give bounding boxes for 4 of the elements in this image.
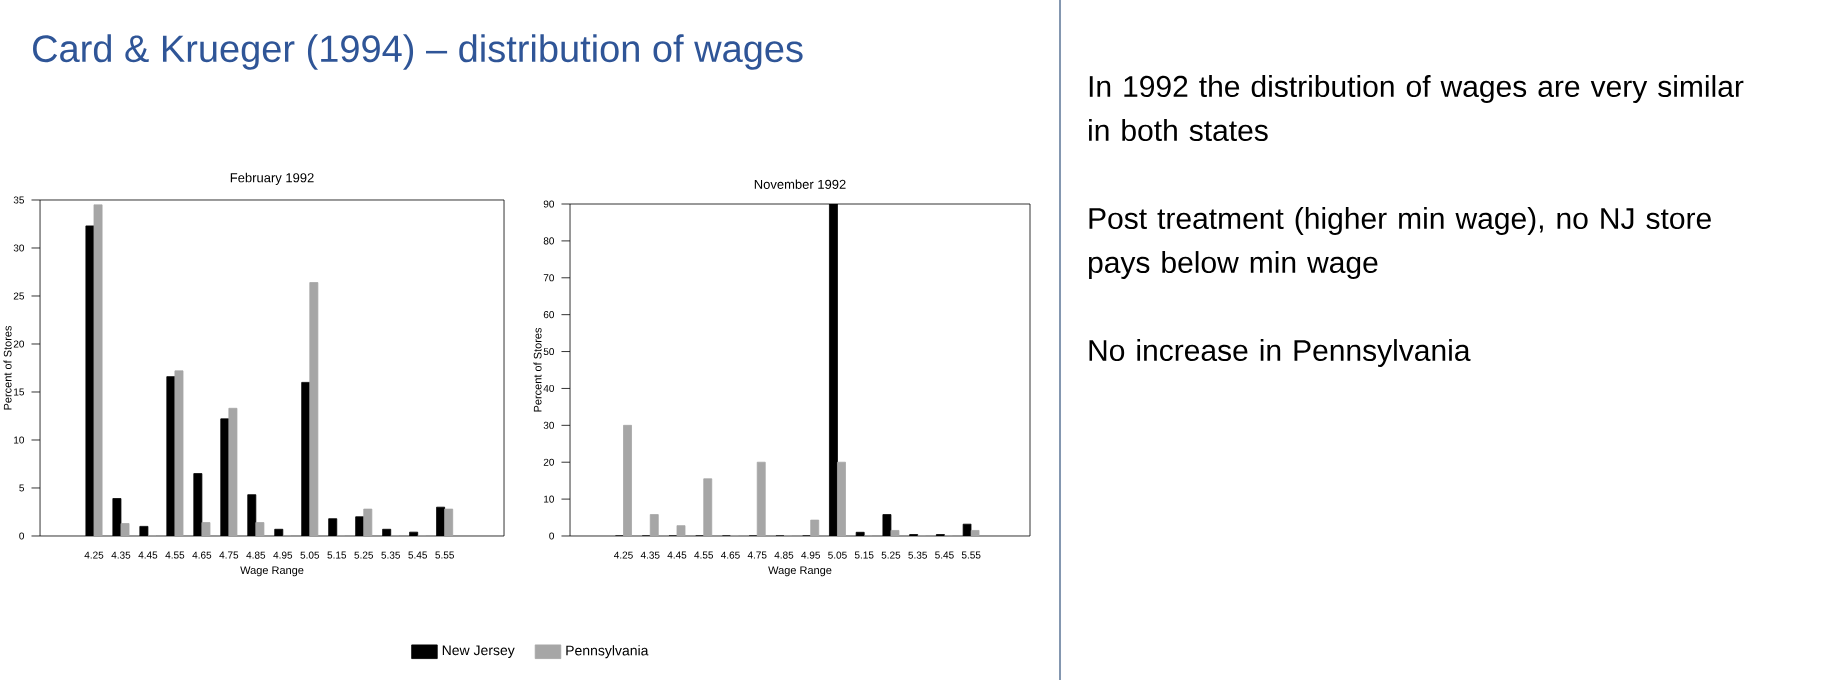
- text: Card & Krueger (1994) – distribution of wages: [33, 34, 803, 70]
- text: No increase in Pennsylvania: [1089, 339, 1471, 367]
- text: Post treatment (higher min wage), no NJ store pays below min wage: [1089, 207, 1711, 279]
- text: In 1992 the distribution of wages are very similar in both states: [1089, 75, 1744, 142]
